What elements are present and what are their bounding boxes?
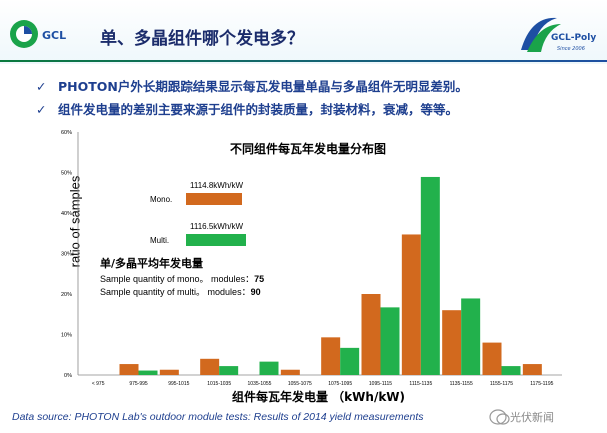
x-tick-label: < 975 [92,381,105,387]
x-tick-label: 1135-1155 [450,381,473,387]
x-tick-label: 995-1015 [168,381,189,387]
bar-mono [200,358,220,375]
legend-multi-swatch [186,234,246,246]
x-tick-label: 1055-1075 [288,381,312,387]
y-tick-label: 50% [61,171,72,177]
bar-mono [482,342,502,375]
logo-right-text: GCL-Poly [551,33,596,43]
wechat-watermark-icon [489,409,510,425]
logo-right-subtext: Since 2006 [557,46,585,52]
multi-sample-quantity: Sample quantity of multi。 modules：90 [100,285,261,298]
bar-multi [340,347,360,375]
legend-multi-label: Multi. [150,236,170,245]
legend-mono-label: Mono. [150,195,173,204]
slide-title: 单、多晶组件哪个发电多？ [100,29,304,49]
x-tick-label: 1155-1175 [490,381,513,387]
bar-multi [138,370,158,375]
y-tick-label: 20% [61,292,72,298]
bar-mono [361,294,381,375]
bar-multi [420,176,440,375]
chart-title: 不同组件每瓦年发电量分布图 [230,142,387,156]
bar-mono [522,364,542,375]
y-tick-label: 30% [61,252,72,258]
multi-sample-count: 90 [250,287,261,297]
y-tick-label: 0% [64,373,72,379]
average-heading: 单/多晶平均年发电量 [100,257,204,270]
y-tick-label: 10% [61,333,72,339]
y-tick-label: 60% [61,130,72,136]
bullet-text-1: PHOTON户外长期跟踪结果显示每瓦发电量单晶与多晶组件无明显差别。 [58,79,468,94]
mono-sample-text: Sample quantity of mono。 modules： [100,274,255,284]
watermark-text: 光伏新闻 [510,411,554,424]
x-tick-label: 1175-1195 [530,381,553,387]
gcl-poly-logo: GCL-Poly Since 2006 [521,17,596,52]
x-tick-label: 975-995 [129,381,148,387]
multi-sample-text: Sample quantity of multi。 modules： [100,287,251,297]
x-axis-label: 组件每瓦年发电量 （kWh/kW) [232,390,406,404]
bar-mono [280,369,300,375]
bar-mono [442,310,462,375]
header-rule [0,60,607,62]
bar-mono [401,234,421,375]
bullet-text-2: 组件发电量的差别主要来源于组件的封装质量，封装材料，衰减，等等。 [58,102,459,117]
mono-sample-quantity: Sample quantity of mono。 modules：75 [100,272,264,285]
bar-multi [219,366,239,375]
x-tick-label: 1075-1095 [328,381,352,387]
legend-mono-swatch [186,193,242,205]
bar-multi [501,366,521,375]
bullet-item-2: ✓ 组件发电量的差别主要来源于组件的封装质量，封装材料，衰减，等等。 [36,99,458,118]
bar-mono [321,337,341,375]
checkmark-icon: ✓ [36,79,47,94]
bar-multi [461,298,481,375]
gcl-logo-left: GCL [10,20,66,48]
bar-mono [119,364,139,375]
data-source-note: Data source: PHOTON Lab's outdoor module… [12,411,424,423]
x-tick-label: 1115-1135 [409,381,432,387]
x-tick-label: 1015-1035 [207,381,231,387]
checkmark-icon: ✓ [36,102,47,117]
x-tick-label: 1035-1055 [248,381,272,387]
mono-sample-count: 75 [254,274,265,284]
header-band [0,0,607,64]
bullet-item-1: ✓ PHOTON户外长期跟踪结果显示每瓦发电量单晶与多晶组件无明显差别。 [36,76,468,95]
bar-multi [259,361,279,375]
legend-mono-value: 1114.8kWh/kW [190,181,244,190]
bar-mono [159,369,179,375]
legend-multi-value: 1116.5kWh/kW [190,222,244,231]
logo-left-text: GCL [42,29,66,42]
x-tick-label: 1095-1115 [369,381,392,387]
y-tick-label: 40% [61,211,72,217]
bar-multi [380,307,400,375]
